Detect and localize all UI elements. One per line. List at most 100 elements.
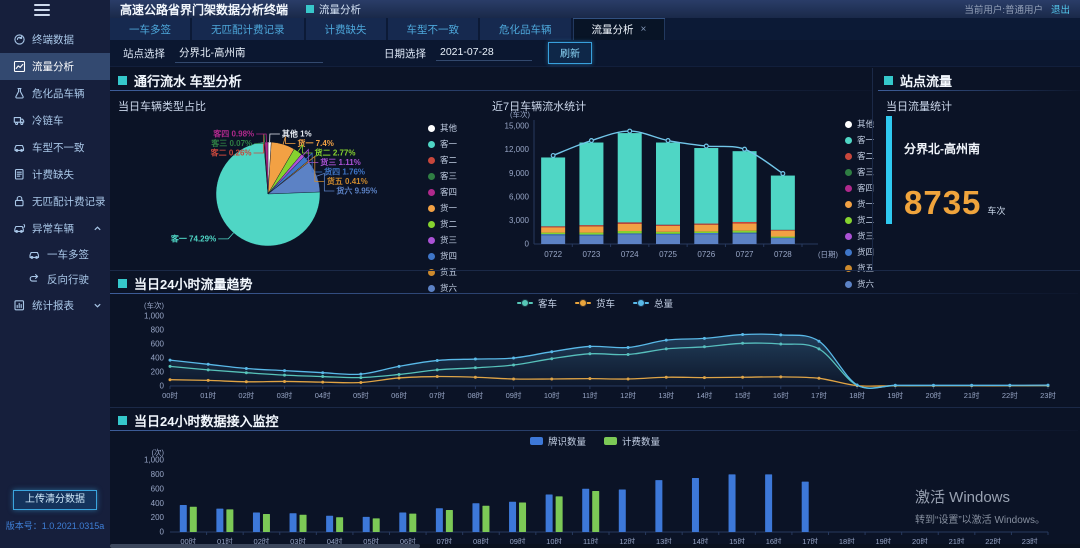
svg-text:04时: 04时 bbox=[315, 390, 331, 400]
svg-text:(车次): (车次) bbox=[510, 110, 530, 119]
tab-bar: 一车多签 无匹配计费记录 计费缺失 车型不一致 危化品车辆 流量分析 × bbox=[110, 18, 1080, 40]
sidebar-item-hazmat-vehicles[interactable]: 危化品车辆 bbox=[0, 80, 110, 107]
billing-missing-icon bbox=[13, 168, 26, 181]
station-select-input[interactable]: 分界北-高州南 bbox=[175, 44, 323, 63]
tab-multi-tag[interactable]: 一车多签 bbox=[110, 18, 190, 40]
sidebar-item-statistics-report[interactable]: 统计报表 bbox=[0, 292, 110, 319]
legend-item-货二[interactable]: 货二 bbox=[845, 214, 874, 226]
legend-item-客三[interactable]: 客三 bbox=[428, 170, 457, 182]
svg-text:15时: 15时 bbox=[735, 390, 751, 400]
svg-text:货一 7.4%: 货一 7.4% bbox=[296, 138, 333, 148]
date-select-label: 日期选择 bbox=[384, 47, 426, 60]
legend-item-客一[interactable]: 客一 bbox=[428, 138, 457, 150]
filter-bar: 站点选择 分界北-高州南 日期选择 2021-07-28 刷新 bbox=[110, 40, 1080, 67]
logout-link[interactable]: 退出 bbox=[1050, 5, 1070, 16]
hamburger-menu-icon[interactable] bbox=[34, 4, 50, 16]
svg-text:23时: 23时 bbox=[1040, 390, 1056, 400]
sidebar-item-abnormal-vehicles[interactable]: 异常车辆 bbox=[0, 215, 110, 242]
svg-text:15,000: 15,000 bbox=[505, 122, 530, 131]
legend-item-其他[interactable]: 其他 bbox=[428, 122, 457, 134]
legend-item-货五[interactable]: 货五 bbox=[845, 262, 874, 274]
sidebar-item-flow-analysis[interactable]: 流量分析 bbox=[0, 53, 110, 80]
legend-item-总量[interactable]: 总量 bbox=[633, 296, 673, 310]
monitor-chart-legend: 牌识数量 计费数量 bbox=[110, 434, 1080, 448]
legend-item-其他[interactable]: 其他 bbox=[845, 118, 874, 130]
header-badge-label: 流量分析 bbox=[319, 3, 362, 16]
sidebar-item-reverse-driving[interactable]: 反向行驶 bbox=[0, 267, 110, 292]
svg-text:02时: 02时 bbox=[238, 390, 254, 400]
legend-marker-icon bbox=[604, 437, 617, 445]
sidebar-item-label: 统计报表 bbox=[32, 300, 74, 312]
svg-text:16时: 16时 bbox=[773, 390, 789, 400]
svg-text:22时: 22时 bbox=[985, 536, 1001, 546]
legend-item-货四[interactable]: 货四 bbox=[428, 250, 457, 262]
hourly-monitor-chart[interactable]: 0 200 400 600 800 1,000(次) 00时 01时 02时 03时 04时 05时 0… bbox=[112, 446, 1068, 546]
section-title-monitor: 当日24小时数据接入监控 bbox=[118, 411, 278, 430]
sidebar-item-label: 计费缺失 bbox=[32, 169, 74, 181]
tab-billing-missing[interactable]: 计费缺失 bbox=[305, 18, 386, 40]
svg-text:01时: 01时 bbox=[217, 536, 233, 546]
legend-item-客二[interactable]: 客二 bbox=[845, 150, 874, 162]
sidebar-item-vehicle-type-mismatch[interactable]: 车型不一致 bbox=[0, 134, 110, 161]
legend-item-客二[interactable]: 客二 bbox=[428, 154, 457, 166]
sidebar-item-label: 反向行驶 bbox=[47, 274, 89, 286]
legend-item-货六[interactable]: 货六 bbox=[845, 278, 874, 290]
legend-item-客车[interactable]: 客车 bbox=[516, 296, 557, 310]
sidebar-item-cold-chain[interactable]: 冷链车 bbox=[0, 107, 110, 134]
vehicle-mismatch-icon bbox=[13, 141, 26, 154]
legend-item-货三[interactable]: 货三 bbox=[845, 230, 874, 242]
tab-unmatched-billing[interactable]: 无匹配计费记录 bbox=[192, 18, 304, 40]
legend-item-牌识数量[interactable]: 牌识数量 bbox=[529, 434, 586, 448]
vehicle-type-pie-chart[interactable]: 其他 1%货一 7.4%货二 2.77%货三 1.11%货四 1.76%货五 0… bbox=[118, 110, 428, 270]
legend-item-货车[interactable]: 货车 bbox=[574, 296, 615, 310]
legend-item-客四[interactable]: 客四 bbox=[428, 186, 457, 198]
sidebar-item-billing-missing[interactable]: 计费缺失 bbox=[0, 161, 110, 188]
sidebar-item-label: 危化品车辆 bbox=[32, 88, 85, 100]
svg-text:0726: 0726 bbox=[697, 250, 715, 259]
section-title-traffic: 通行流水 车型分析 bbox=[118, 71, 242, 90]
legend-item-货四[interactable]: 货四 bbox=[845, 246, 874, 258]
windows-activation-watermark: 激活 Windows 转到“设置”以激活 Windows。 bbox=[915, 489, 1046, 526]
upload-clearing-data-button[interactable]: 上传清分数据 bbox=[13, 490, 97, 510]
current-user-label: 当前用户:普通用户 bbox=[964, 5, 1043, 16]
horizontal-scrollbar[interactable] bbox=[0, 544, 1080, 548]
svg-text:400: 400 bbox=[151, 354, 165, 363]
unmatched-billing-icon bbox=[13, 195, 26, 208]
sidebar-item-terminal-data[interactable]: 终端数据 bbox=[0, 26, 110, 53]
sidebar-item-multi-tag[interactable]: 一车多签 bbox=[0, 242, 110, 267]
legend-item-计费数量[interactable]: 计费数量 bbox=[604, 434, 660, 448]
station-count: 8735 车次 bbox=[904, 184, 1006, 221]
date-select-input[interactable]: 2021-07-28 bbox=[436, 45, 532, 61]
legend-item-客四[interactable]: 客四 bbox=[845, 182, 874, 194]
tab-close-icon[interactable]: × bbox=[640, 23, 647, 35]
legend-item-货一[interactable]: 货一 bbox=[845, 198, 874, 210]
tab-label: 车型不一致 bbox=[406, 23, 460, 36]
legend-item-客三[interactable]: 客三 bbox=[845, 166, 874, 178]
legend-item-货六[interactable]: 货六 bbox=[428, 282, 457, 294]
tab-flow-analysis[interactable]: 流量分析 × bbox=[572, 18, 666, 40]
svg-text:06时: 06时 bbox=[400, 536, 416, 546]
tab-label: 无匹配计费记录 bbox=[211, 23, 285, 36]
legend-item-货三[interactable]: 货三 bbox=[428, 234, 457, 246]
svg-text:客三 0.07%: 客三 0.07% bbox=[210, 138, 252, 148]
svg-text:10时: 10时 bbox=[546, 536, 562, 546]
scrollbar-thumb[interactable] bbox=[110, 544, 420, 548]
tab-hazmat[interactable]: 危化品车辆 bbox=[480, 18, 571, 40]
legend-marker-icon bbox=[845, 184, 852, 192]
svg-text:03时: 03时 bbox=[277, 390, 293, 400]
svg-text:800: 800 bbox=[151, 326, 165, 335]
tab-vehicle-mismatch[interactable]: 车型不一致 bbox=[387, 18, 478, 40]
legend-item-客一[interactable]: 客一 bbox=[845, 134, 874, 146]
weekly-flow-chart[interactable]: 0 3,000 6,000 9,000 12,000 15,000 (车次) (日期) 0722… bbox=[486, 110, 840, 268]
svg-text:17时: 17时 bbox=[802, 536, 818, 546]
sidebar-item-unmatched-billing[interactable]: 无匹配计费记录 bbox=[0, 188, 110, 215]
legend-item-货五[interactable]: 货五 bbox=[428, 266, 457, 278]
legend-item-货一[interactable]: 货一 bbox=[428, 202, 457, 214]
svg-text:(车次): (车次) bbox=[144, 300, 164, 310]
svg-text:0728: 0728 bbox=[774, 250, 792, 259]
legend-item-货二[interactable]: 货二 bbox=[428, 218, 457, 230]
legend-marker-icon bbox=[845, 136, 852, 144]
refresh-button[interactable]: 刷新 bbox=[548, 42, 592, 64]
hourly-trend-chart[interactable]: 0 200 400 600 800 1,000 (车次) 00时 01时 02时 03时 04时 05时… bbox=[112, 296, 1068, 402]
